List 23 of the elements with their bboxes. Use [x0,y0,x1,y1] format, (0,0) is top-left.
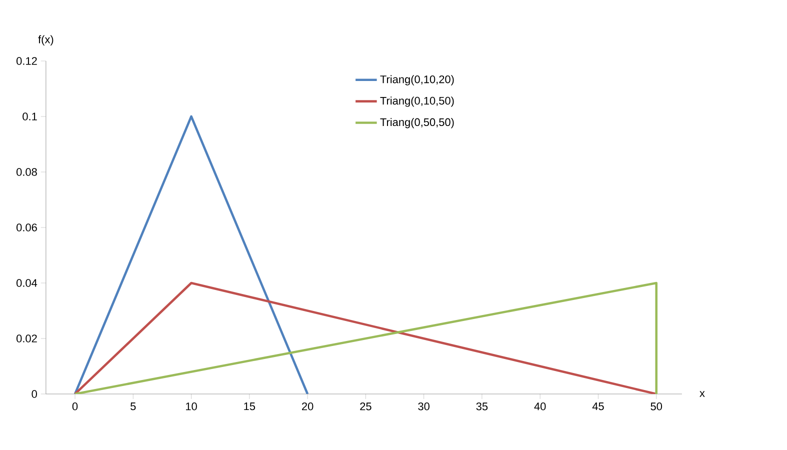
x-tick-label: 35 [476,402,488,410]
y-tick-label: 0.1 [22,112,37,120]
y-tick-label: 0 [32,390,37,398]
x-tick-label: 20 [302,402,314,410]
x-axis-title: x [700,391,705,397]
x-tick-label: 30 [418,402,430,410]
x-tick-label: 50 [650,402,662,410]
y-tick-label: 0.06 [16,224,37,232]
x-tick-label: 45 [592,402,604,410]
y-tick-label: 0.04 [16,279,38,287]
y-tick-label: 0.02 [16,334,37,342]
legend-label: Triang(0,10,50) [380,96,454,107]
x-tick-label: 15 [244,402,256,410]
x-tick-label: 0 [72,402,78,410]
x-tick-label: 5 [130,402,136,410]
x-tick-label: 40 [534,402,546,410]
x-tick-label: 10 [186,402,197,410]
y-axis-title: f(x) [38,35,54,46]
y-tick-label: 0.12 [16,57,37,65]
legend-label: Triang(0,10,20) [380,75,454,86]
y-tick-label: 0.08 [16,168,37,176]
x-tick-label: 25 [360,402,372,410]
legend-label: Triang(0,50,50) [380,118,454,128]
